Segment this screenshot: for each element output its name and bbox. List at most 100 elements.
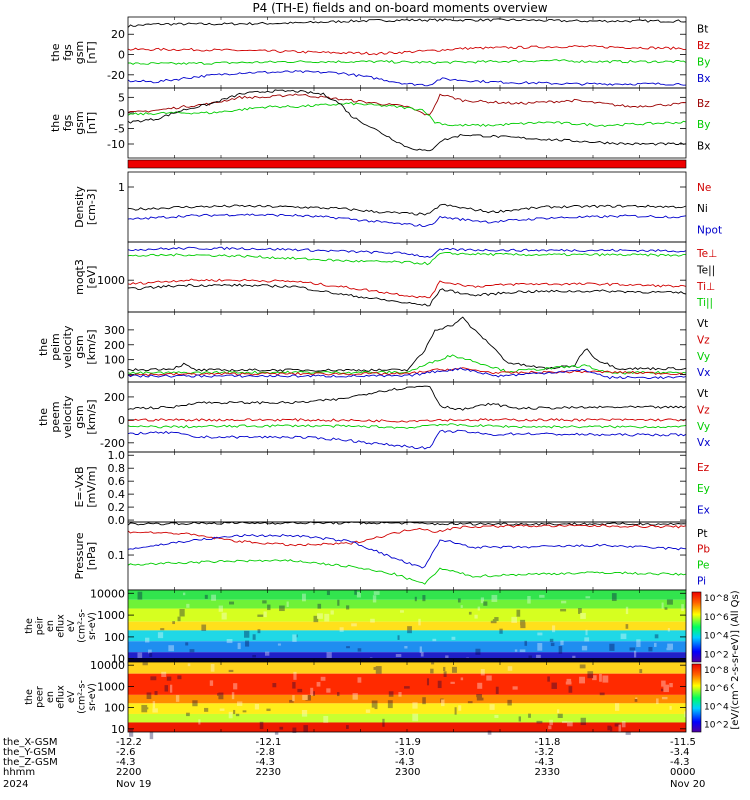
y-tick-label: 10000 (90, 659, 125, 672)
y-axis-label-line: peim (49, 333, 62, 361)
y-tick-label: 0.6 (108, 475, 126, 488)
panel-10: 10000 1000 100 10 the peer en eflux eV (cm²-s-sr-… (24, 659, 688, 740)
spectrogram-texel (635, 697, 638, 701)
panel-1: 20 0 -20 the fgs gsm [nT] Bt Bz By Bx (49, 16, 710, 89)
spectrogram-texel (585, 629, 588, 636)
spectrogram-texel (142, 662, 148, 666)
y-axis-label-line: [mV/m] (85, 466, 98, 507)
spectrogram-texel (653, 642, 657, 647)
spectrogram-texel (557, 709, 560, 714)
spectrogram-texel (661, 602, 664, 609)
spectrogram-texel (426, 678, 430, 686)
spectrogram-texel (518, 716, 521, 722)
y-tick-label: 1000 (97, 274, 125, 287)
legend-entry: Ez (697, 462, 710, 474)
spectrogram-texel (292, 727, 297, 734)
legend-entry: Pi (697, 575, 706, 587)
legend-entry: Vy (697, 421, 710, 433)
spectrogram-texel (664, 607, 668, 610)
spectrogram-texel (149, 731, 154, 740)
y-tick-label: 10 (111, 723, 125, 736)
spectrogram-texel (602, 675, 609, 683)
spectrogram-texel (326, 688, 331, 693)
spectrogram-texel (257, 629, 261, 634)
spectrogram-texel (137, 591, 143, 600)
y-tick-label: 100 (104, 354, 125, 367)
spectrogram-texel (204, 594, 208, 599)
spectrogram-texel (233, 683, 238, 690)
y-axis-label-line: velocity (61, 395, 74, 438)
y-tick-label: 20 (111, 28, 125, 41)
spectrogram-texel (527, 595, 531, 604)
series-line-2 (127, 213, 687, 227)
spectrogram-texel (292, 695, 295, 702)
spectrogram-texel (293, 634, 298, 638)
spectrogram-texel (235, 713, 240, 717)
spectrogram-texel (412, 702, 418, 709)
spectrogram-texel (229, 601, 235, 605)
time-axis-value: -4.3 (535, 757, 555, 768)
y-axis-label-line: the (49, 43, 62, 61)
spectrogram-texture (128, 590, 684, 668)
status-bar-frame (127, 159, 687, 169)
spectrogram-texel (561, 600, 567, 604)
spectrogram-texel (397, 635, 400, 640)
colorbar-top (691, 591, 702, 663)
series-line-1 (127, 316, 687, 372)
spectrogram-texel (317, 613, 323, 619)
y-axis-label-line: (cm²-s- (77, 609, 88, 643)
spectrogram-texel (302, 593, 306, 602)
spectrogram-texel (568, 686, 573, 693)
colorbar-tick-label: 10^2 (704, 650, 729, 660)
spectrogram-texel (495, 686, 499, 695)
spectrogram-texel (669, 683, 673, 688)
legend-entry: Bz (697, 98, 710, 110)
series-line-4 (127, 367, 687, 380)
y-axis-label-line: [nT] (85, 112, 98, 134)
spectrogram-texel (231, 692, 235, 700)
spectrogram-texel (354, 590, 357, 595)
spectrogram-texel (179, 608, 185, 617)
spectrogram-texel (592, 675, 597, 681)
y-tick-label: 0 (118, 49, 125, 62)
spectrogram-texel (520, 619, 526, 626)
y-axis-label-line: [cm-3] (85, 189, 98, 225)
spectrogram-texel (242, 710, 247, 713)
spectrogram-texel (483, 601, 488, 606)
y-axis-label-line: peem (49, 401, 62, 432)
y-axis-label-line: eV (66, 690, 77, 703)
legend-entry: Ey (697, 483, 710, 495)
spectrogram-texel (337, 599, 340, 606)
spectrogram-texel (660, 688, 664, 692)
spectrogram-texel (468, 611, 472, 615)
spectrogram-texel (620, 633, 627, 640)
series-line-2 (127, 252, 687, 266)
spectrogram-texel (346, 646, 350, 649)
colorbar-tick-label: 10^2 (704, 721, 729, 731)
time-axis-value: -12.2 (116, 737, 142, 748)
y-tick-label: 0 (118, 414, 125, 427)
spectrogram-texel (661, 680, 666, 687)
time-axis-value: -11.8 (535, 737, 561, 748)
spectrogram-band (128, 713, 686, 723)
spectrogram-texel (192, 700, 198, 707)
y-axis-label-line: [nT] (85, 41, 98, 63)
panel-frame (127, 311, 687, 383)
time-axis-row-label: hhmm (3, 767, 35, 778)
y-tick-label: 300 (104, 324, 125, 337)
spectrogram-texel (352, 693, 358, 700)
spectrogram-texel (209, 680, 214, 686)
spectrogram-texel (454, 707, 457, 715)
legend-entry: By (697, 56, 710, 68)
spectrogram-band (128, 590, 686, 600)
y-tick-label: 0.1 (108, 549, 126, 562)
spectrogram-texel (519, 649, 526, 653)
spectrogram-texel (370, 618, 375, 623)
spectrogram-texel (443, 671, 447, 677)
series-line-1 (127, 18, 687, 28)
series-line-4 (127, 429, 687, 450)
spectrogram-texel (524, 640, 528, 646)
y-axis-label-line: (cm²-s- (77, 680, 88, 714)
spectrogram-texel (323, 715, 329, 723)
spectrogram-texel (237, 701, 243, 706)
